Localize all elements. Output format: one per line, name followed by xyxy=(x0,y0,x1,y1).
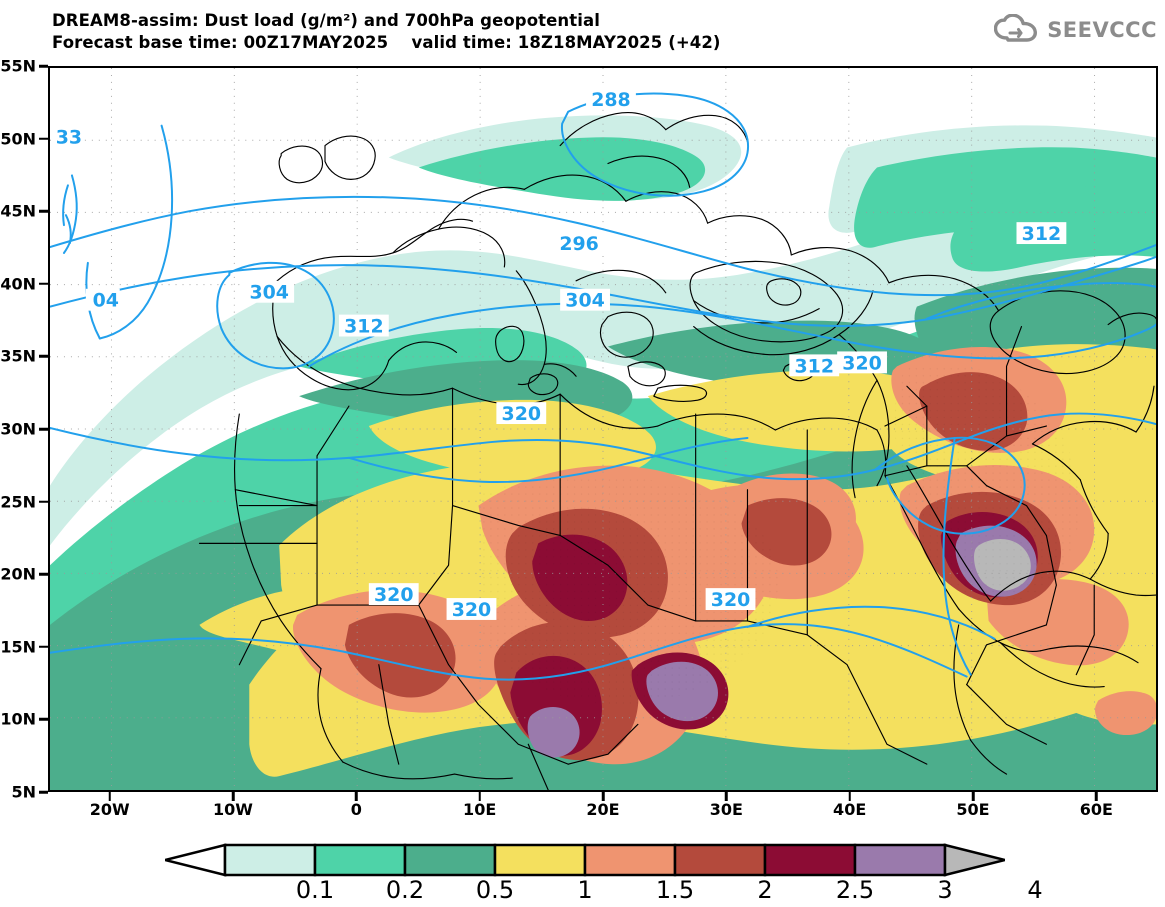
colorbar-tick-label: 1 xyxy=(577,876,593,904)
geopotential-contours xyxy=(50,92,1156,681)
lon-axis-label: 40E xyxy=(833,800,867,819)
colorbar-extend-low xyxy=(165,843,227,877)
lat-tick-mark xyxy=(39,64,48,68)
page-title: DREAM8-assim: Dust load (g/m²) and 700hP… xyxy=(52,11,601,30)
lon-axis-label: 30E xyxy=(709,800,743,819)
svg-text:320: 320 xyxy=(842,352,882,374)
colorbar: 0.1 0.2 0.5 1 1.5 2 2.5 3 4 xyxy=(0,843,1165,907)
lon-axis-label: 50E xyxy=(956,800,990,819)
lon-axis-label: 20W xyxy=(89,800,130,819)
lat-tick-mark xyxy=(39,718,48,721)
dust-load-contour-fill xyxy=(50,115,1156,790)
colorbar-tick-label: 1.5 xyxy=(655,876,695,904)
logo-text: SEEVCCC xyxy=(1047,18,1157,42)
svg-text:288: 288 xyxy=(591,89,631,111)
svg-text:320: 320 xyxy=(502,403,542,425)
colorbar-band xyxy=(313,843,407,877)
svg-text:304: 304 xyxy=(565,290,605,312)
lat-tick-mark xyxy=(39,645,48,649)
colorbar-band xyxy=(493,843,587,877)
colorbar-tick-label: 2 xyxy=(757,876,773,904)
cloud-icon xyxy=(993,13,1040,46)
colorbar-band xyxy=(853,843,947,877)
colorbar-tick-label: 4 xyxy=(1027,876,1043,904)
map-canvas: 288 296 304 304 04 312 312 312 320 320 3… xyxy=(50,68,1156,790)
colorbar-extend-high xyxy=(943,843,1005,877)
lat-axis-label: 50N xyxy=(0,129,36,149)
lat-tick-mark xyxy=(39,282,48,286)
lat-tick-mark xyxy=(39,427,48,431)
lat-axis-label: 10N xyxy=(0,709,36,729)
lon-tick-mark xyxy=(601,792,605,801)
lon-axis-label: 0 xyxy=(350,800,362,819)
svg-text:320: 320 xyxy=(452,599,492,621)
lon-tick-mark xyxy=(478,792,481,801)
svg-text:04: 04 xyxy=(93,290,119,312)
colorbar-band xyxy=(583,843,677,877)
forecast-time-subtitle: Forecast base time: 00Z17MAY2025 valid t… xyxy=(52,33,721,52)
lon-axis-label: 60E xyxy=(1079,800,1113,819)
lat-axis-label: 55N xyxy=(0,56,36,76)
lat-tick-mark xyxy=(39,209,48,213)
colorbar-tick-label: 0.1 xyxy=(295,876,335,904)
lat-tick-mark xyxy=(39,572,48,576)
lat-tick-mark xyxy=(39,137,48,140)
svg-text:304: 304 xyxy=(249,282,289,304)
chart-header: DREAM8-assim: Dust load (g/m²) and 700hP… xyxy=(0,0,1165,62)
lat-tick-mark xyxy=(39,355,48,358)
svg-text:33: 33 xyxy=(56,127,82,149)
lat-axis-label: 40N xyxy=(0,274,36,294)
lon-axis-label: 20E xyxy=(586,800,620,819)
colorbar-tick-label: 0.2 xyxy=(385,876,425,904)
colorbar-swatches xyxy=(165,843,1005,877)
lon-tick-mark xyxy=(231,792,235,801)
svg-text:312: 312 xyxy=(794,355,834,377)
colorbar-band xyxy=(223,843,317,877)
lat-axis-label: 30N xyxy=(0,419,36,439)
svg-text:312: 312 xyxy=(1022,223,1062,245)
lon-tick-mark xyxy=(971,792,975,801)
colorbar-tick-label: 0.5 xyxy=(475,876,515,904)
colorbar-band xyxy=(673,843,767,877)
svg-text:312: 312 xyxy=(344,316,384,338)
lat-axis-label: 25N xyxy=(0,492,36,512)
map-plot-area: 288 296 304 304 04 312 312 312 320 320 3… xyxy=(48,66,1158,792)
lat-axis-label: 20N xyxy=(0,564,36,584)
colorbar-tick-label: 3 xyxy=(937,876,953,904)
lat-axis-label: 35N xyxy=(0,346,36,366)
colorbar-band xyxy=(403,843,497,877)
colorbar-band xyxy=(763,843,857,877)
lon-tick-mark xyxy=(108,792,111,801)
lat-tick-mark xyxy=(39,500,48,503)
lon-axis-label: 10W xyxy=(213,800,253,819)
seevccc-logo: SEEVCCC xyxy=(993,13,1157,46)
lat-axis-label: 45N xyxy=(0,201,36,221)
svg-text:320: 320 xyxy=(711,589,751,611)
lat-tick-mark xyxy=(39,790,48,794)
svg-text:296: 296 xyxy=(559,233,599,255)
coastlines-and-borders xyxy=(198,112,1156,790)
lat-axis-label: 15N xyxy=(0,637,36,657)
colorbar-tick-label: 2.5 xyxy=(835,876,875,904)
contour-labels: 288 296 304 304 04 312 312 312 320 320 3… xyxy=(56,87,1067,621)
lon-tick-mark xyxy=(1095,792,1098,801)
lon-axis-label: 10E xyxy=(463,800,497,819)
lon-tick-mark xyxy=(355,792,358,801)
lon-tick-mark xyxy=(848,792,851,801)
lon-tick-mark xyxy=(725,792,728,801)
svg-text:320: 320 xyxy=(374,584,414,606)
lat-axis-label: 5N xyxy=(11,782,36,802)
